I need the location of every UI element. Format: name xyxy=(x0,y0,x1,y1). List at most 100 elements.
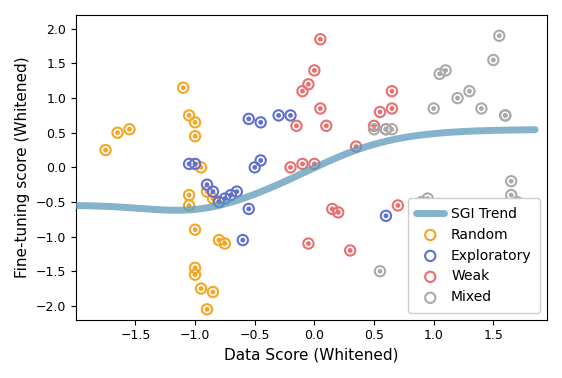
Mixed xyxy=(489,57,498,63)
Point xyxy=(507,178,516,184)
Exploratory xyxy=(232,189,241,195)
Point xyxy=(310,67,319,73)
Point xyxy=(328,206,337,212)
Point xyxy=(352,144,361,150)
Point xyxy=(513,199,522,205)
Random xyxy=(202,306,211,312)
Point xyxy=(346,248,355,254)
Point xyxy=(191,133,200,139)
Exploratory xyxy=(209,189,217,195)
Weak xyxy=(352,144,361,150)
Point xyxy=(334,209,343,215)
Mixed xyxy=(435,71,444,77)
Point xyxy=(209,195,217,201)
Exploratory xyxy=(215,199,224,205)
SGI Trend xyxy=(256,191,262,195)
Weak xyxy=(387,105,396,112)
Weak xyxy=(370,123,379,129)
Point xyxy=(232,189,241,195)
Point xyxy=(375,109,384,115)
Weak xyxy=(322,123,331,129)
Point xyxy=(477,105,486,112)
Exploratory xyxy=(184,161,193,167)
Mixed xyxy=(423,195,432,201)
Point xyxy=(209,189,217,195)
Point xyxy=(191,272,200,278)
Point xyxy=(387,105,396,112)
Point xyxy=(184,203,193,209)
Mixed xyxy=(507,192,516,198)
Exploratory xyxy=(191,161,200,167)
SGI Trend xyxy=(532,127,538,132)
Exploratory xyxy=(220,195,229,201)
Random xyxy=(191,119,200,125)
Point xyxy=(453,95,462,101)
Point xyxy=(197,285,206,291)
Exploratory xyxy=(274,112,283,118)
Point xyxy=(244,206,253,212)
Random xyxy=(209,289,217,295)
Random xyxy=(215,237,224,243)
Point xyxy=(382,213,391,219)
Weak xyxy=(393,203,402,209)
Point xyxy=(501,112,510,118)
Random xyxy=(101,147,110,153)
Weak xyxy=(304,81,313,87)
Exploratory xyxy=(256,119,265,125)
Point xyxy=(489,57,498,63)
SGI Trend xyxy=(223,201,230,206)
Line: SGI Trend: SGI Trend xyxy=(76,130,535,210)
Point xyxy=(113,130,122,136)
Random xyxy=(179,85,188,91)
Mixed xyxy=(501,112,510,118)
Point xyxy=(202,189,211,195)
Point xyxy=(250,164,259,170)
Mixed xyxy=(513,213,522,219)
X-axis label: Data Score (Whitened): Data Score (Whitened) xyxy=(224,348,398,363)
Mixed xyxy=(465,88,474,94)
Exploratory xyxy=(238,237,247,243)
Weak xyxy=(334,209,343,215)
Point xyxy=(310,161,319,167)
SGI Trend xyxy=(407,134,414,139)
Random xyxy=(191,227,200,233)
Point xyxy=(191,161,200,167)
Exploratory xyxy=(256,157,265,163)
Point xyxy=(184,192,193,198)
Point xyxy=(215,199,224,205)
Point xyxy=(423,195,432,201)
Weak xyxy=(375,109,384,115)
Weak xyxy=(286,164,295,170)
Point xyxy=(191,119,200,125)
Point xyxy=(256,157,265,163)
Point xyxy=(274,112,283,118)
Mixed xyxy=(382,126,391,132)
Mixed xyxy=(387,126,396,132)
Point xyxy=(286,164,295,170)
Weak xyxy=(310,161,319,167)
Point xyxy=(304,240,313,246)
Point xyxy=(101,147,110,153)
Point xyxy=(316,36,325,42)
Exploratory xyxy=(226,192,235,198)
Weak xyxy=(382,126,391,132)
Random xyxy=(191,265,200,271)
Point xyxy=(202,306,211,312)
Point xyxy=(393,203,402,209)
Point xyxy=(220,240,229,246)
Point xyxy=(304,81,313,87)
Point xyxy=(435,71,444,77)
Point xyxy=(370,123,379,129)
Point xyxy=(184,161,193,167)
Mixed xyxy=(417,199,426,205)
Mixed xyxy=(495,33,504,39)
Mixed xyxy=(477,105,486,112)
Exploratory xyxy=(250,164,259,170)
Point xyxy=(382,126,391,132)
Weak xyxy=(298,88,307,94)
Point xyxy=(179,85,188,91)
Point xyxy=(202,182,211,188)
Point xyxy=(191,265,200,271)
Random xyxy=(215,199,224,205)
Point xyxy=(441,216,450,222)
